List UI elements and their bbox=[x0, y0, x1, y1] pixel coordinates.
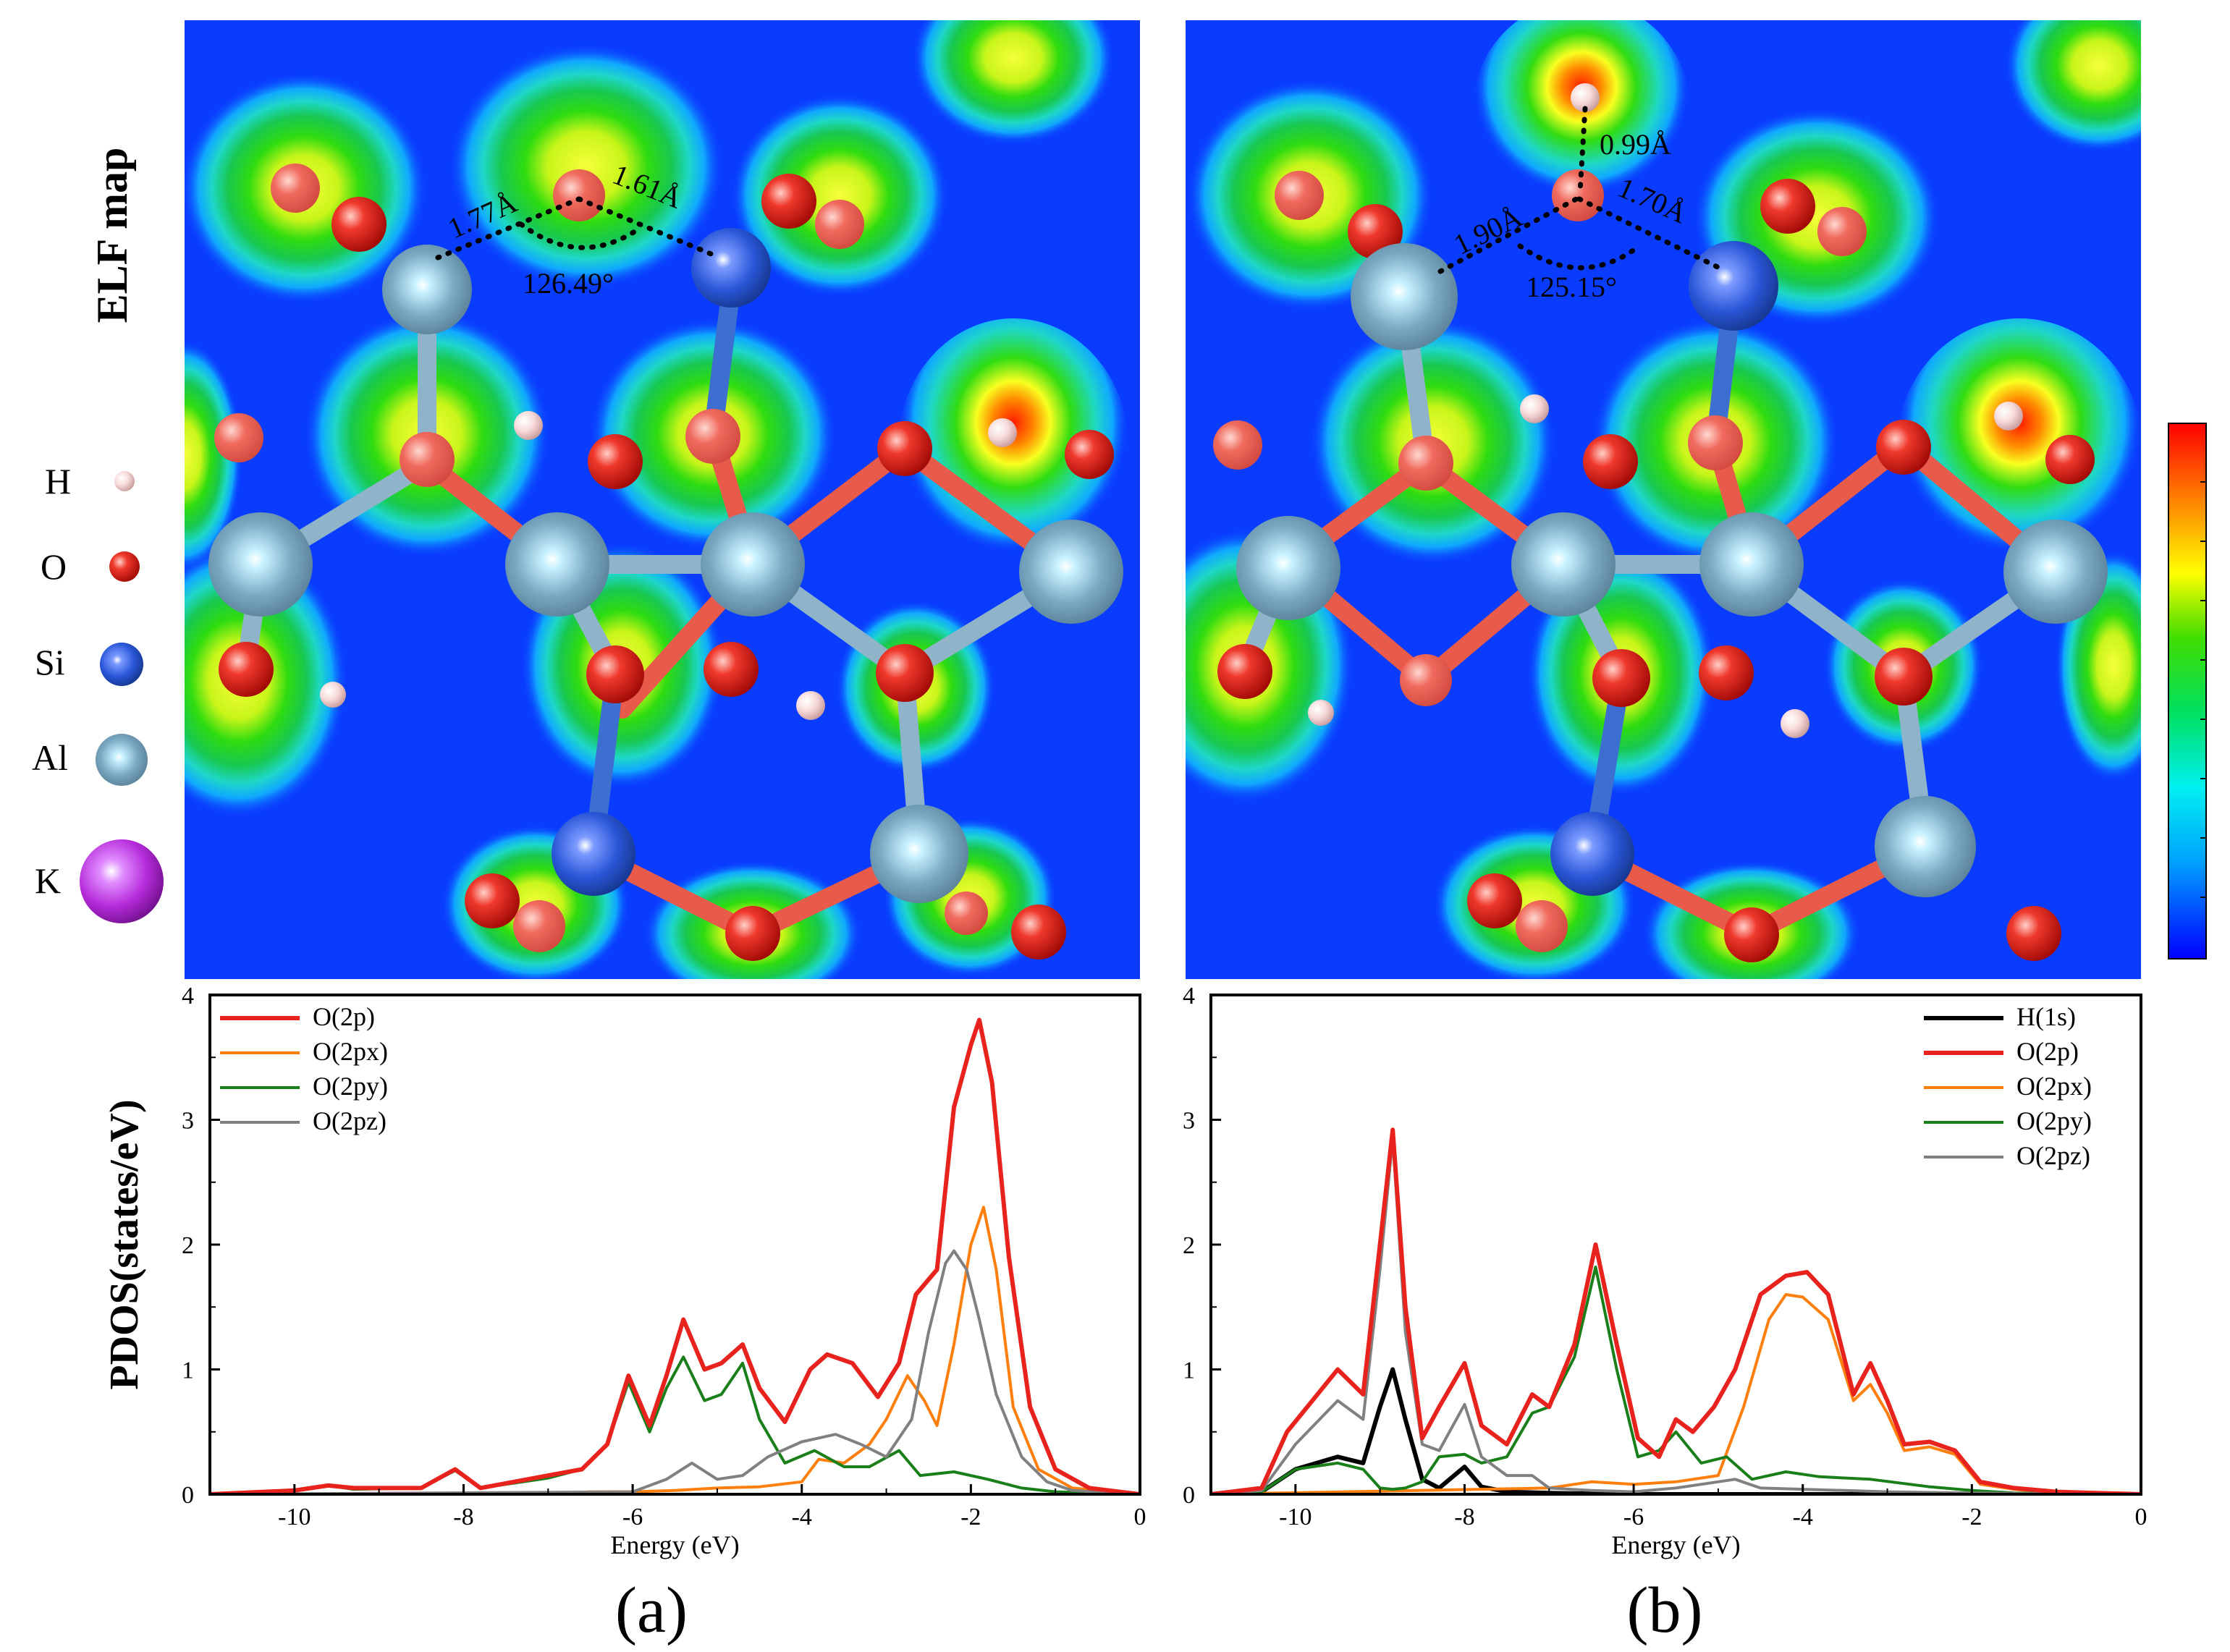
x-tick-label: -4 bbox=[792, 1504, 812, 1530]
legend-entry: O(2px) bbox=[2016, 1072, 2092, 1101]
legend-label-si: Si bbox=[35, 642, 65, 682]
x-axis-label: Energy (eV) bbox=[1611, 1530, 1740, 1559]
y-tick-label: 1 bbox=[1183, 1357, 1195, 1384]
legend-entry: H(1s) bbox=[2016, 1002, 2076, 1031]
y-tick-label: 2 bbox=[1183, 1232, 1195, 1259]
elf-panel-a: 1.77Å 1.61Å 126.49° bbox=[185, 20, 1140, 979]
x-tick-label: -2 bbox=[1961, 1504, 1982, 1530]
x-tick-label: -10 bbox=[278, 1504, 311, 1530]
x-axis-label: Energy (eV) bbox=[610, 1530, 739, 1559]
legend-entry: O(2py) bbox=[2016, 1106, 2092, 1135]
panel-label-a: (a) bbox=[615, 1575, 688, 1646]
atoms-b bbox=[1213, 83, 2108, 962]
x-tick-label: 0 bbox=[1134, 1504, 1146, 1530]
elf-colorbar bbox=[2168, 423, 2207, 960]
legend-o-atom-icon bbox=[109, 551, 140, 582]
x-tick-label: -6 bbox=[622, 1504, 643, 1530]
atoms-a bbox=[208, 164, 1123, 961]
y-tick-label: 1 bbox=[182, 1357, 194, 1384]
x-tick-label: 0 bbox=[2135, 1504, 2147, 1530]
legend-al-atom-icon bbox=[96, 734, 148, 786]
atom-legend: H O Si Al K bbox=[32, 461, 164, 923]
legend-entry: O(2px) bbox=[313, 1037, 388, 1066]
legend-entry: O(2p) bbox=[313, 1002, 375, 1031]
annotations-b bbox=[1437, 106, 1722, 274]
legend-entry: O(2pz) bbox=[313, 1106, 387, 1135]
pdos-chart-b: -10 -8 -6 -4 -2 0 0 1 2 3 4 Energy (eV) H(1s) O(2p) O(… bbox=[1183, 983, 2147, 1559]
x-tick-label: -8 bbox=[453, 1504, 473, 1530]
y-tick-label: 0 bbox=[182, 1482, 194, 1509]
panel-label-b: (b) bbox=[1627, 1575, 1703, 1646]
legend-entry: O(2p) bbox=[2016, 1037, 2079, 1066]
series-line-o2p bbox=[1211, 1127, 2141, 1494]
y-tick-label: 0 bbox=[1183, 1482, 1195, 1509]
legend-entry: O(2py) bbox=[313, 1072, 388, 1101]
legend-label-h: H bbox=[45, 461, 71, 501]
series-line-o2py bbox=[1211, 1266, 2141, 1494]
elf-map-label: ELF map bbox=[88, 148, 136, 323]
bond-angle-a: 126.49° bbox=[523, 267, 614, 300]
y-tick-label: 2 bbox=[182, 1232, 194, 1259]
x-tick-label: -4 bbox=[1793, 1504, 1813, 1530]
x-tick-label: -2 bbox=[960, 1504, 981, 1530]
legend-label-k: K bbox=[35, 860, 61, 901]
y-tick-label: 4 bbox=[182, 983, 194, 1009]
series-line-o2px bbox=[1211, 1293, 2141, 1494]
elf-panel-b: 0.99Å 1.90Å 1.70Å 125.15° bbox=[1186, 20, 2141, 979]
legend-si-atom-icon bbox=[100, 643, 143, 686]
legend-label-al: Al bbox=[32, 737, 68, 778]
series-line-o2p bbox=[210, 1017, 1140, 1494]
legend-label-o: O bbox=[41, 546, 67, 587]
pdos-chart-a: -10 -8 -6 -4 -2 0 0 1 2 3 4 Energy (eV) O(2p) O(2px) O… bbox=[182, 983, 1146, 1559]
y-tick-label: 4 bbox=[1183, 983, 1195, 1009]
y-tick-label: 3 bbox=[182, 1108, 194, 1135]
x-tick-label: -6 bbox=[1623, 1504, 1644, 1530]
x-tick-label: -10 bbox=[1279, 1504, 1312, 1530]
legend-entry: O(2pz) bbox=[2016, 1141, 2090, 1170]
series-line-o2px bbox=[210, 1206, 1140, 1494]
series-line-o2pz bbox=[210, 1249, 1140, 1494]
bond-length-top-b: 0.99Å bbox=[1600, 128, 1671, 161]
annotations-a bbox=[435, 196, 716, 260]
y-tick-label: 3 bbox=[1183, 1108, 1195, 1135]
series-line-h1s bbox=[1211, 1367, 2141, 1494]
bond-angle-b: 125.15° bbox=[1526, 271, 1617, 303]
legend-h-atom-icon bbox=[114, 471, 135, 491]
series-line-o2pz bbox=[1211, 1137, 2141, 1494]
x-tick-label: -8 bbox=[1454, 1504, 1474, 1530]
plot-frame bbox=[208, 994, 1141, 1496]
pdos-ylabel: PDOS(states/eV) bbox=[102, 1099, 147, 1389]
legend-k-atom-icon bbox=[80, 839, 164, 923]
